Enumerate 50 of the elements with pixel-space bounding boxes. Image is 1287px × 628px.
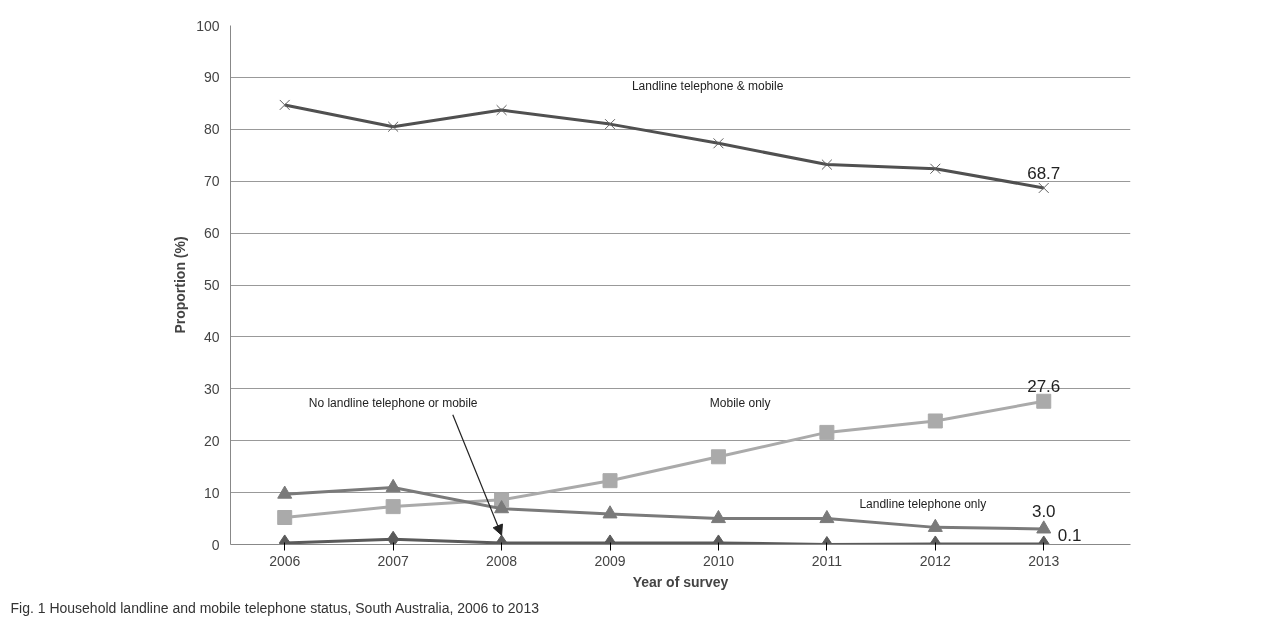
data-label: 68.7 bbox=[1027, 163, 1061, 183]
y-tick-label: 20 bbox=[203, 432, 220, 449]
point bbox=[279, 99, 291, 111]
x-tick-label: 2011 bbox=[811, 552, 843, 569]
x-tick-label: 2013 bbox=[1028, 552, 1060, 569]
y-tick-label: 60 bbox=[203, 225, 220, 242]
y-tick-label: 70 bbox=[203, 173, 220, 190]
point bbox=[1038, 182, 1050, 194]
y-tick-label: 80 bbox=[203, 121, 220, 138]
point bbox=[713, 137, 724, 149]
point bbox=[387, 121, 399, 133]
point bbox=[819, 424, 835, 440]
point bbox=[819, 509, 835, 524]
point bbox=[927, 413, 943, 429]
x-tick-label: 2009 bbox=[594, 552, 626, 569]
point bbox=[929, 163, 941, 175]
x-tick-label: 2008 bbox=[486, 552, 518, 569]
point bbox=[277, 485, 293, 499]
x-tick-label: 2007 bbox=[377, 552, 409, 569]
x-tick-label: 2012 bbox=[919, 552, 952, 569]
point bbox=[387, 530, 399, 545]
point bbox=[821, 159, 833, 171]
series-label: Landline telephone only bbox=[859, 496, 987, 511]
point bbox=[385, 478, 401, 492]
point bbox=[710, 509, 726, 524]
x-tick-label: 2006 bbox=[269, 552, 301, 569]
point bbox=[1036, 520, 1052, 534]
point bbox=[927, 518, 943, 532]
y-tick-label: 40 bbox=[203, 328, 220, 345]
y-tick-label: 30 bbox=[203, 380, 220, 397]
text: Landline telephone & mobile bbox=[631, 78, 784, 93]
x-axis-title: Year of survey bbox=[632, 573, 729, 590]
y-tick-label: 0 bbox=[211, 536, 220, 553]
caption: Fig. 1 Household landline and mobile telephone status, South Australia, 2006 to 2013 bbox=[10, 599, 540, 616]
y-tick-label: 100 bbox=[196, 17, 220, 34]
x-tick-label: 2010 bbox=[702, 552, 735, 569]
point bbox=[602, 505, 618, 519]
point bbox=[496, 104, 508, 116]
data-label: 0.1 bbox=[1057, 525, 1082, 545]
y-tick-label: 10 bbox=[203, 484, 220, 501]
text: No landline telephone or mobile bbox=[308, 395, 478, 410]
point bbox=[1036, 393, 1052, 409]
data-label: 27.6 bbox=[1027, 377, 1061, 397]
y-tick-label: 90 bbox=[203, 69, 220, 86]
point bbox=[604, 118, 616, 130]
text: Mobile only bbox=[709, 395, 771, 410]
data-label: 3.0 bbox=[1031, 501, 1056, 521]
point bbox=[494, 500, 510, 514]
y-tick-label: 50 bbox=[203, 277, 220, 293]
y-axis-title: Proportion (%) bbox=[172, 236, 189, 334]
